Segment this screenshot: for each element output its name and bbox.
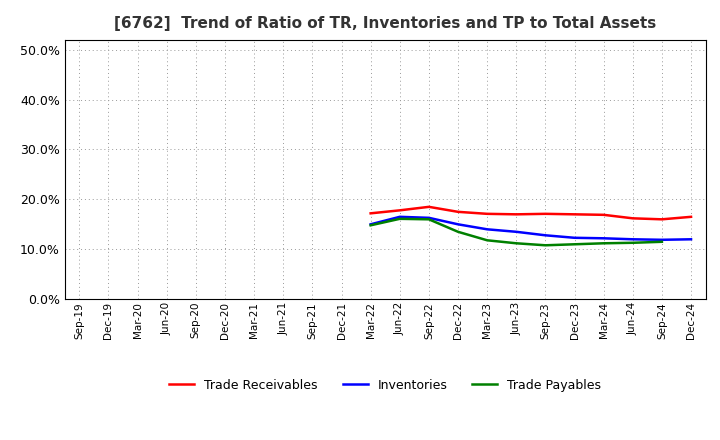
Trade Payables [570,242,579,247]
Legend: Trade Receivables, Inventories, Trade Payables: Trade Receivables, Inventories, Trade Pa… [169,378,601,392]
Trade Payables [483,238,492,243]
Trade Payables [629,240,637,246]
Inventories [483,227,492,232]
Inventories [366,222,375,227]
Inventories [599,236,608,241]
Trade Receivables [483,211,492,216]
Inventories [629,237,637,242]
Inventories [541,233,550,238]
Line: Trade Payables: Trade Payables [371,219,662,245]
Trade Payables [599,241,608,246]
Inventories [687,237,696,242]
Trade Receivables [425,204,433,209]
Trade Receivables [395,208,404,213]
Inventories [454,222,462,227]
Trade Payables [395,216,404,221]
Trade Payables [657,239,666,245]
Line: Inventories: Inventories [371,217,691,240]
Trade Payables [512,241,521,246]
Line: Trade Receivables: Trade Receivables [371,207,691,219]
Trade Receivables [512,212,521,217]
Trade Receivables [570,212,579,217]
Trade Receivables [454,209,462,214]
Title: [6762]  Trend of Ratio of TR, Inventories and TP to Total Assets: [6762] Trend of Ratio of TR, Inventories… [114,16,657,32]
Inventories [425,215,433,220]
Inventories [512,229,521,235]
Trade Payables [366,223,375,228]
Inventories [395,214,404,220]
Trade Payables [425,216,433,222]
Trade Receivables [657,216,666,222]
Trade Receivables [541,211,550,216]
Trade Receivables [687,214,696,220]
Trade Receivables [599,212,608,217]
Trade Payables [541,242,550,248]
Trade Receivables [366,211,375,216]
Inventories [657,237,666,242]
Inventories [570,235,579,240]
Trade Payables [454,229,462,235]
Trade Receivables [629,216,637,221]
